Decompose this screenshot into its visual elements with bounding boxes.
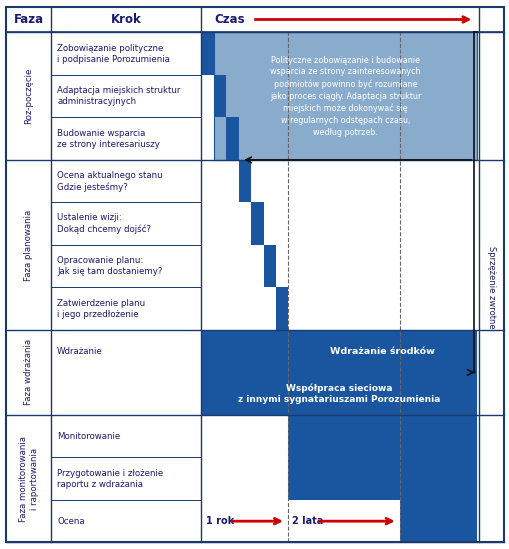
Bar [201,330,476,415]
Text: Zobowiązanie polityczne
i podpisanie Porozumienia: Zobowiązanie polityczne i podpisanie Por… [57,43,169,64]
Text: Opracowanie planu:
Jak się tam dostaniemy?: Opracowanie planu: Jak się tam dostaniem… [57,256,162,276]
Text: 2 lata: 2 lata [292,516,323,526]
Text: Współpraca sieciowa
z innymi sygnatariuszami Porozumienia: Współpraca sieciowa z innymi sygnatarius… [238,384,440,404]
Text: Budowanie wsparcia
ze strony interesariuszy: Budowanie wsparcia ze strony interesariu… [57,128,160,149]
Bar [213,75,226,117]
Text: Krok: Krok [110,13,142,26]
Text: Faza: Faza [13,13,44,26]
Text: Czas: Czas [214,13,244,26]
Bar [263,245,275,288]
Text: Polityczne zobowiązanie i budowanie
wsparcia ze strony zainteresowanych
podmiotó: Polityczne zobowiązanie i budowanie wspa… [269,55,420,137]
Text: Zatwierdzenie planu
i jego przedłożenie: Zatwierdzenie planu i jego przedłożenie [57,299,145,319]
Text: Przygotowanie i złożenie
raportu z wdrażania: Przygotowanie i złożenie raportu z wdraż… [57,469,163,489]
Text: Wdrażanie środków: Wdrażanie środków [330,346,435,356]
Text: Faza monitorowania
i raportowania: Faza monitorowania i raportowania [18,436,39,522]
Bar [288,457,476,500]
Text: Roz­poczęcie: Roz­poczęcie [24,68,33,124]
Text: Ocena: Ocena [57,517,84,525]
Text: Faza wdrażania: Faza wdrażania [24,339,33,406]
Bar [400,500,476,542]
Text: Adaptacja miejskich struktur
administracyjnych: Adaptacja miejskich struktur administrac… [57,86,180,106]
Text: Faza planowania: Faza planowania [24,209,33,281]
Bar [275,288,288,330]
Bar [250,203,263,245]
Bar [288,415,476,457]
Text: Sprzężenie zwrotne: Sprzężenie zwrotne [486,246,495,329]
Bar [226,117,238,160]
Bar [213,32,476,160]
Bar [238,160,250,203]
Bar [201,32,213,75]
Bar [6,7,503,32]
Text: 1 rok: 1 rok [205,516,233,526]
Text: Ustalenie wizji:
Dokąd chcemy dojść?: Ustalenie wizji: Dokąd chcemy dojść? [57,213,151,234]
Text: Wdrażanie: Wdrażanie [57,346,103,356]
Text: Ocena aktualnego stanu
Gdzie jesteśmy?: Ocena aktualnego stanu Gdzie jesteśmy? [57,171,162,192]
Text: Monitorowanie: Monitorowanie [57,432,120,441]
